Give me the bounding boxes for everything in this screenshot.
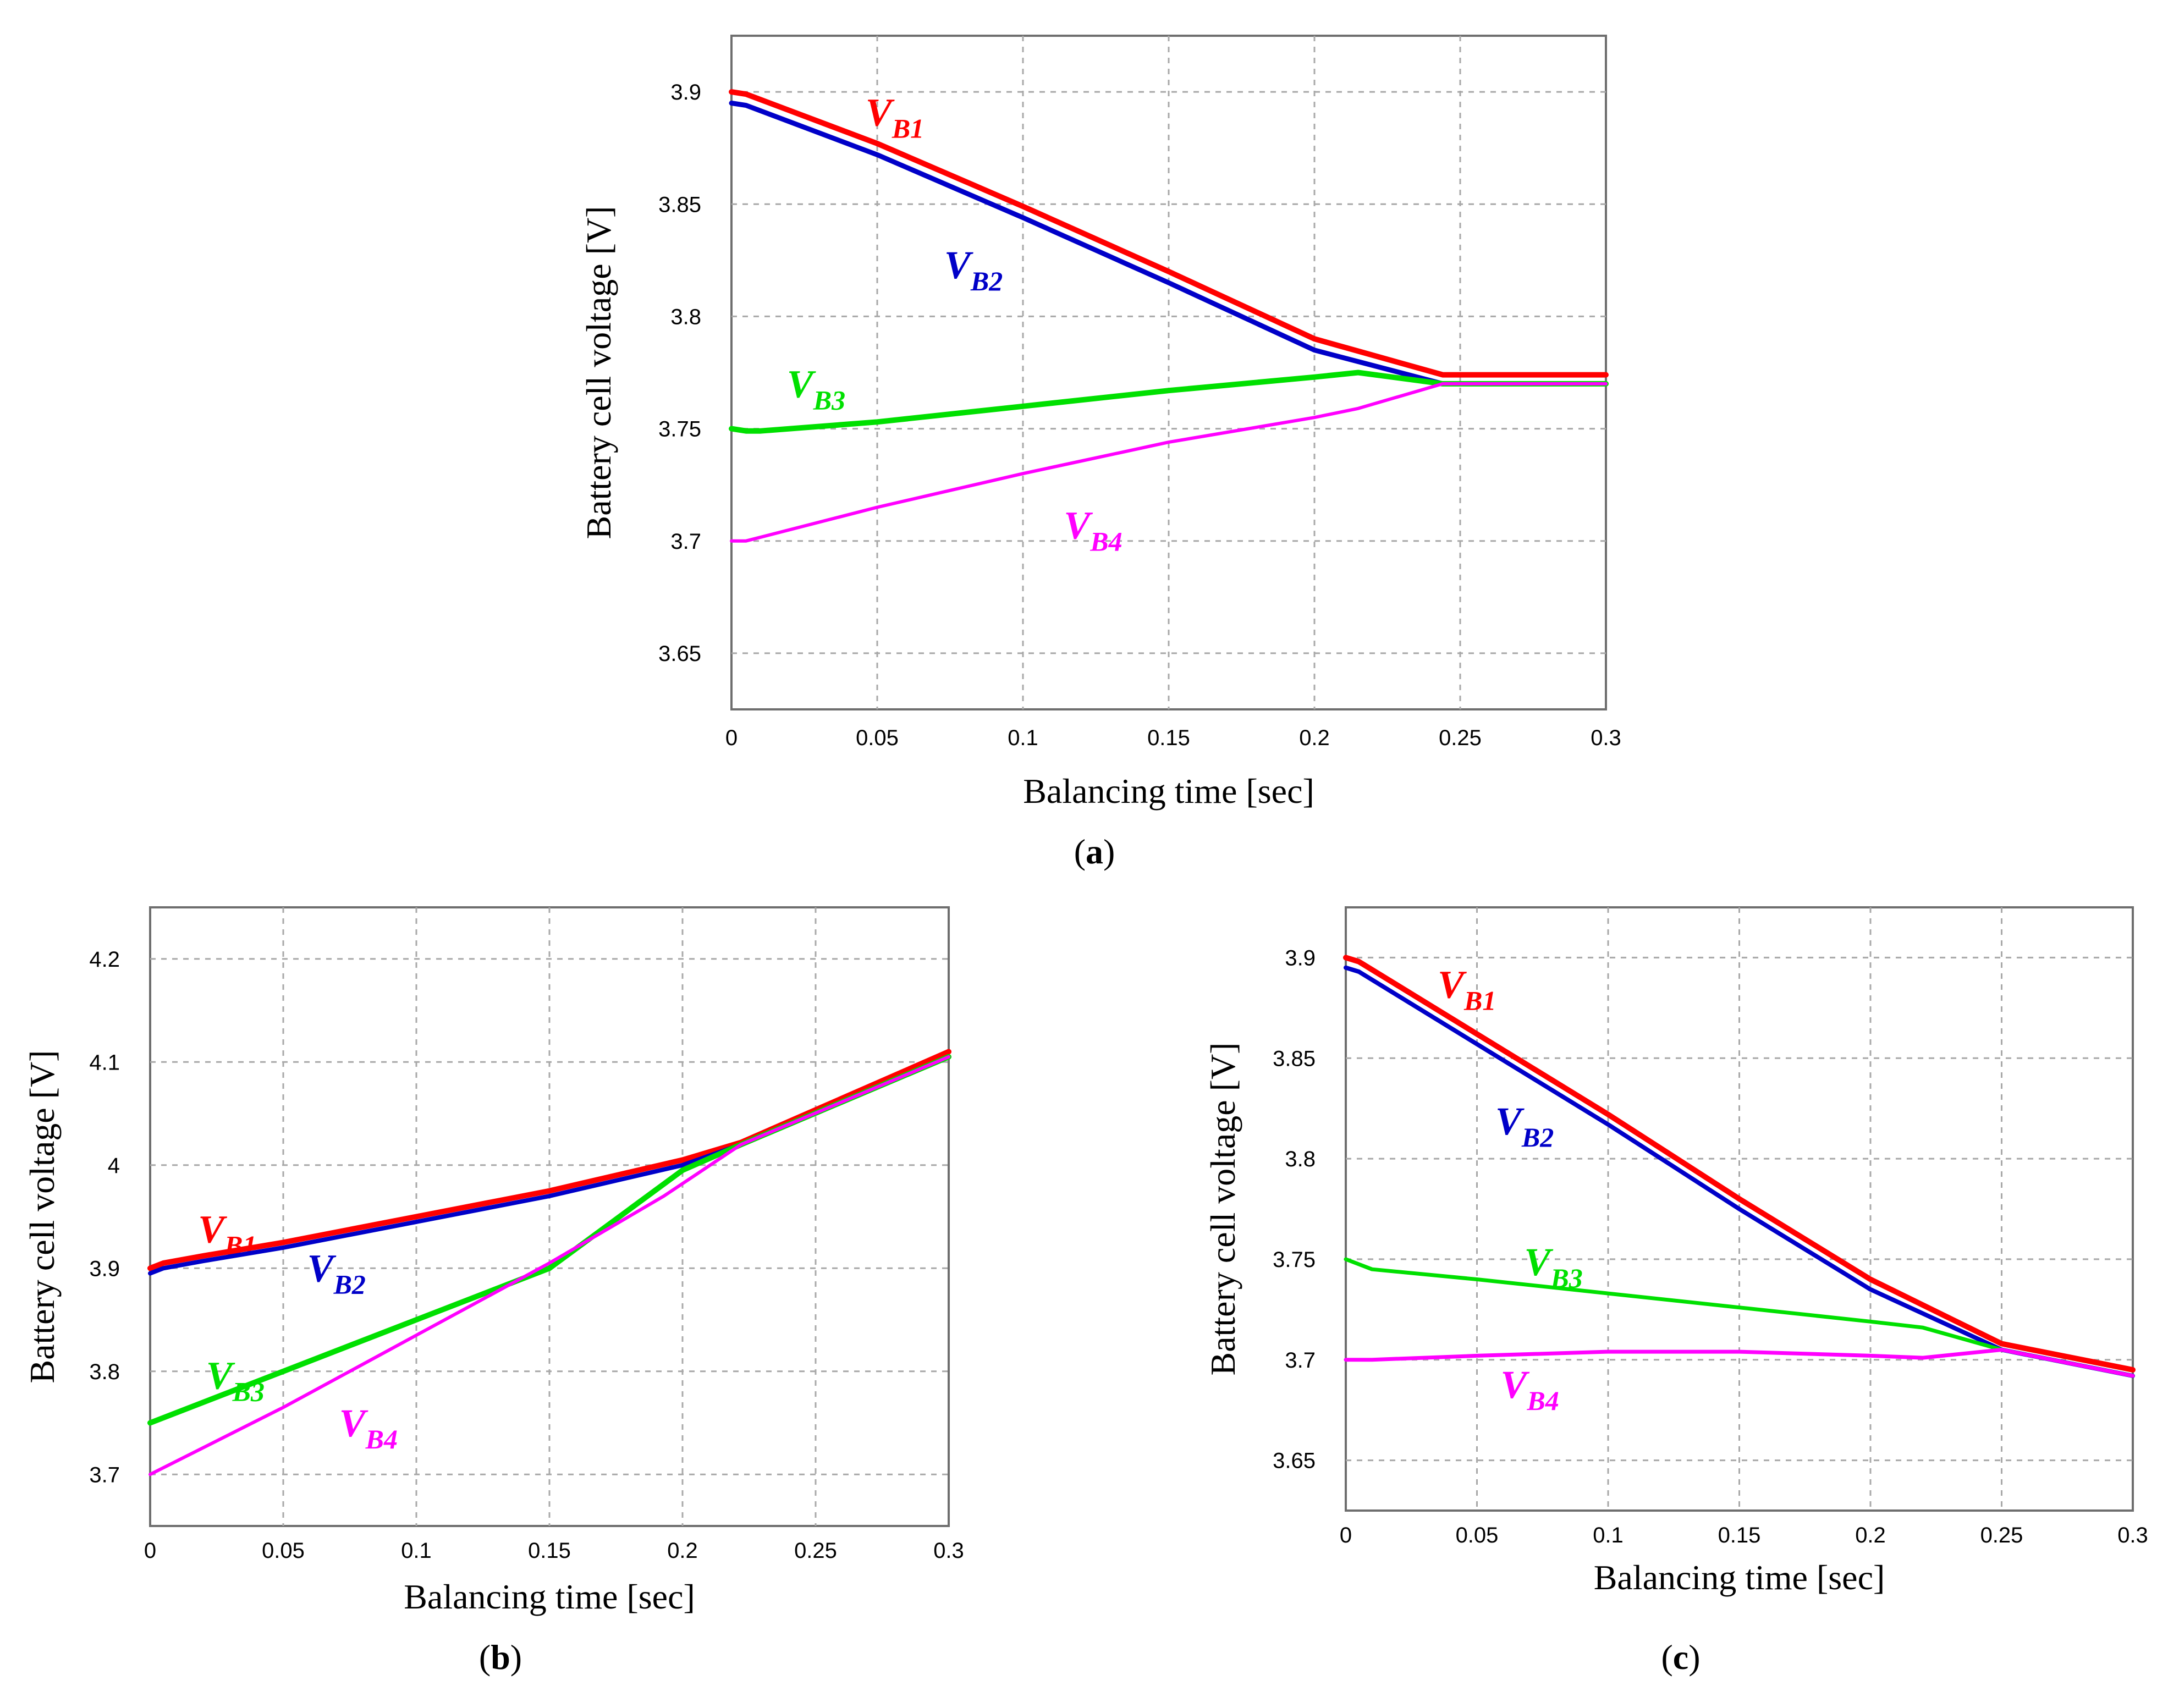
x-axis-label-a: Balancing time [sec] xyxy=(1023,772,1314,811)
series-line-vb3-b xyxy=(147,1054,951,1426)
series-line-vb1-b xyxy=(147,1049,951,1271)
y-tick-label-c: 3.7 xyxy=(1285,1348,1316,1373)
x-axis-label-b: Balancing time [sec] xyxy=(404,1577,695,1616)
x-tick-label-b: 0.2 xyxy=(667,1539,698,1563)
x-tick-label-c: 0.05 xyxy=(1456,1523,1499,1547)
x-tick-label-c: 0.15 xyxy=(1718,1523,1761,1547)
x-tick-label-a: 0.2 xyxy=(1299,726,1330,750)
x-tick-label-b: 0.3 xyxy=(933,1539,964,1563)
y-tick-label-b: 3.7 xyxy=(89,1463,120,1487)
series-line-vb4-b xyxy=(148,1055,950,1476)
panel-a: 0 0.05 0.1 0.15 0.2 0.25 0.3 3.65 3.7 3.75 3.8 3.85… xyxy=(579,35,1621,871)
y-tick-label-b: 4.1 xyxy=(89,1050,120,1075)
y-tick-label-b: 3.8 xyxy=(89,1360,120,1384)
series-line-vb2-c xyxy=(1344,965,2135,1378)
series-line-vb3-a xyxy=(729,370,1609,434)
x-tick-label-b: 0.25 xyxy=(794,1539,837,1563)
y-tick-label-a: 3.85 xyxy=(658,192,701,217)
series-label-vb1-c: VB1 xyxy=(1438,963,1496,1016)
panel-caption-a: (a) xyxy=(1074,832,1115,871)
series-label-vb4-b: VB4 xyxy=(339,1401,398,1454)
panel-b: 0 0.05 0.1 0.15 0.2 0.25 0.3 3.7 3.8 3.9 4 4.1 4.2 Ba… xyxy=(23,906,964,1677)
x-tick-label-a: 0.25 xyxy=(1439,726,1482,750)
y-tick-label-a: 3.9 xyxy=(670,80,701,104)
x-tick-label-b: 0.1 xyxy=(401,1539,432,1563)
y-axis-label-c: Battery cell voltage [V] xyxy=(1203,1043,1242,1376)
series-label-vb4-c: VB4 xyxy=(1500,1363,1559,1416)
panel-caption-c: (c) xyxy=(1661,1638,1700,1677)
x-tick-label-a: 0.3 xyxy=(1591,726,1621,750)
x-tick-label-a: 0 xyxy=(725,726,738,750)
x-tick-label-c: 0 xyxy=(1340,1523,1352,1547)
x-tick-label-c: 0.2 xyxy=(1855,1523,1886,1547)
series-line-vb3-c xyxy=(1344,1257,2135,1378)
x-axis-label-c: Balancing time [sec] xyxy=(1594,1558,1885,1597)
x-tick-label-a: 0.15 xyxy=(1147,726,1190,750)
y-tick-label-c: 3.9 xyxy=(1285,946,1316,970)
x-tick-label-b: 0.05 xyxy=(262,1539,305,1563)
panel-c: 0 0.05 0.1 0.15 0.2 0.25 0.3 3.65 3.7 3.75 3.8 3.85… xyxy=(1203,906,2148,1677)
panel-caption-b: (b) xyxy=(479,1638,522,1677)
x-tick-label-c: 0.25 xyxy=(1980,1523,2023,1547)
series-label-vb2-a: VB2 xyxy=(944,243,1003,296)
series-label-vb3-b: VB3 xyxy=(206,1354,265,1407)
x-tick-label-c: 0.3 xyxy=(2117,1523,2148,1547)
series-label-vb2-b: VB2 xyxy=(307,1247,366,1300)
y-tick-label-a: 3.65 xyxy=(658,642,701,666)
y-tick-label-b: 4 xyxy=(108,1154,120,1178)
series-label-vb3-a: VB3 xyxy=(787,362,845,415)
y-axis-label-a: Battery cell voltage [V] xyxy=(579,206,618,539)
series-label-vb2-c: VB2 xyxy=(1495,1099,1554,1153)
y-tick-label-a: 3.7 xyxy=(670,530,701,554)
y-axis-label-b: Battery cell voltage [V] xyxy=(23,1050,62,1384)
x-tick-label-b: 0.15 xyxy=(528,1539,571,1563)
y-tick-label-b: 4.2 xyxy=(89,947,120,972)
y-tick-label-c: 3.75 xyxy=(1273,1248,1316,1272)
y-tick-label-c: 3.65 xyxy=(1273,1449,1316,1473)
series-line-vb1-a xyxy=(729,89,1609,378)
series-line-vb1-c xyxy=(1343,955,2136,1373)
y-tick-label-a: 3.8 xyxy=(670,305,701,329)
y-tick-label-a: 3.75 xyxy=(658,417,701,442)
series-label-vb4-a: VB4 xyxy=(1064,504,1122,557)
x-tick-label-a: 0.1 xyxy=(1008,726,1038,750)
x-tick-label-c: 0.1 xyxy=(1593,1523,1624,1547)
x-tick-label-b: 0 xyxy=(144,1539,156,1563)
series-label-vb3-c: VB3 xyxy=(1524,1240,1582,1293)
y-tick-label-b: 3.9 xyxy=(89,1257,120,1281)
x-tick-label-a: 0.05 xyxy=(856,726,899,750)
series-label-vb1-a: VB1 xyxy=(866,90,924,144)
series-line-vb4-a xyxy=(730,382,1608,543)
y-tick-label-c: 3.85 xyxy=(1273,1046,1316,1071)
y-tick-label-c: 3.8 xyxy=(1285,1147,1316,1171)
series-line-vb4-c xyxy=(1344,1348,2135,1378)
